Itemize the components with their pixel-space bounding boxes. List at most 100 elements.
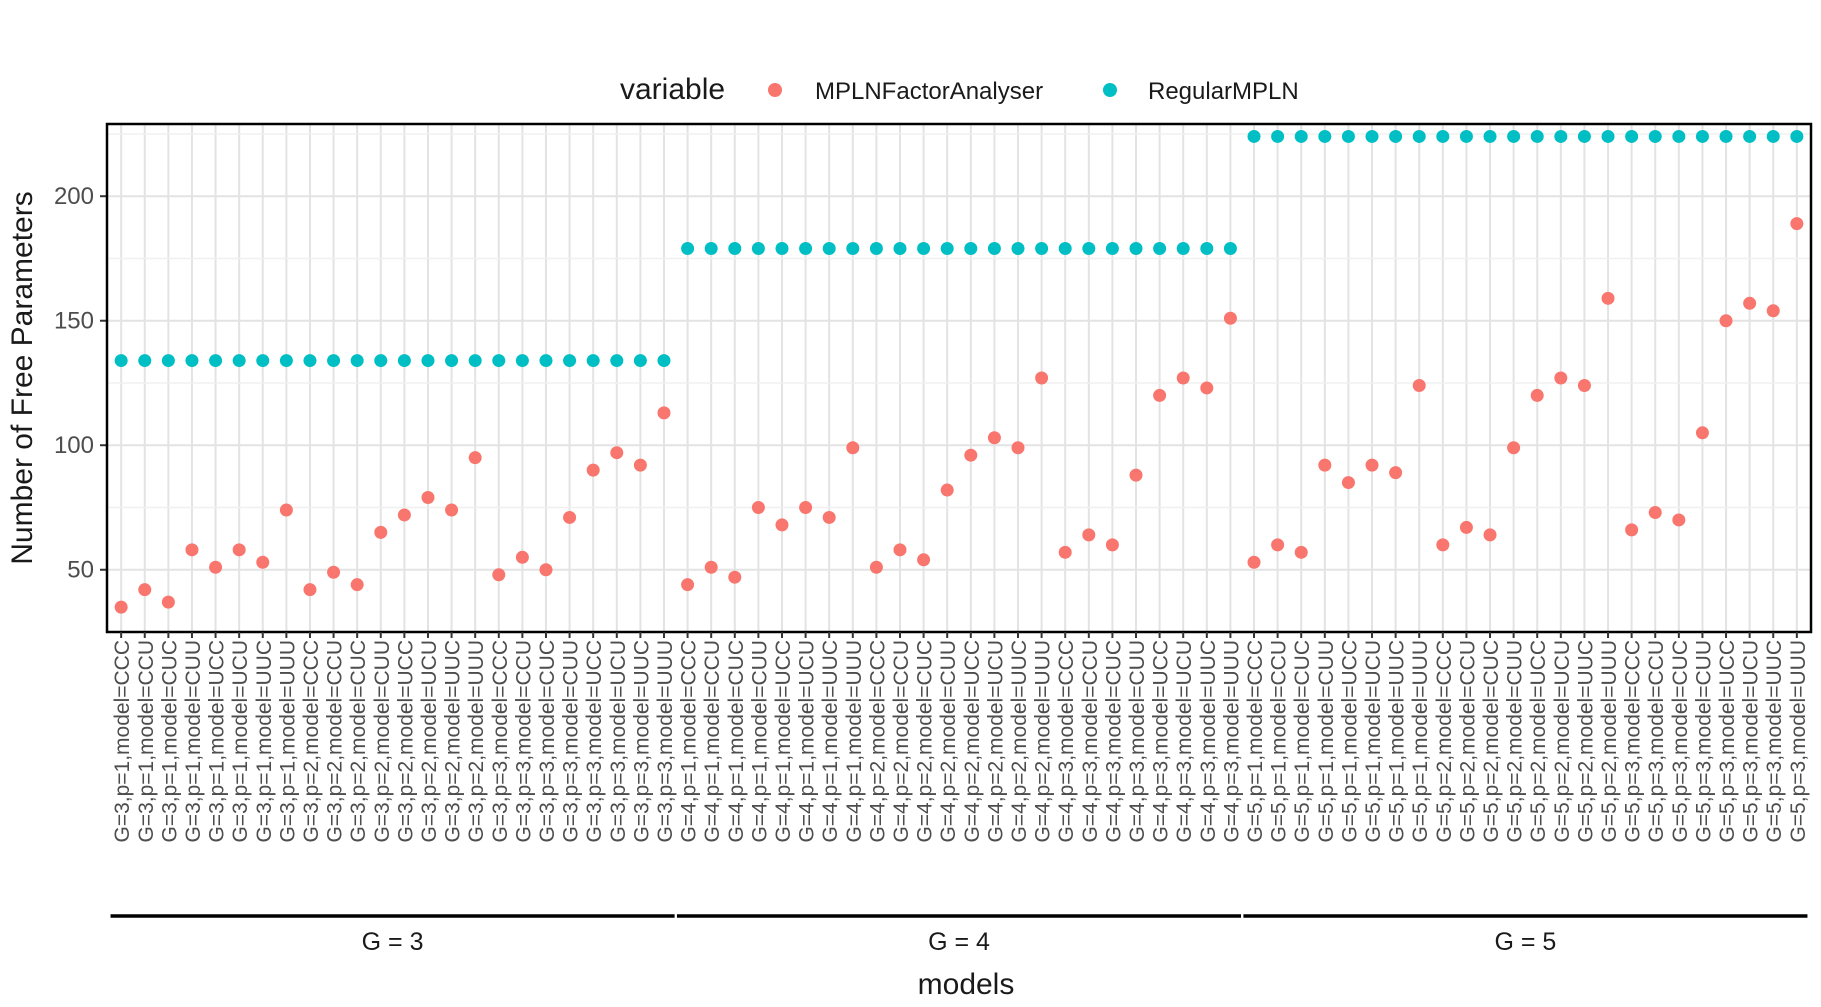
point-mplnfactoranalyser [1318, 458, 1332, 472]
point-mplnfactoranalyser [1672, 513, 1686, 527]
x-tick-label: G=4,p=2,model=UUC [1008, 640, 1031, 843]
point-mplnfactoranalyser [1601, 291, 1615, 305]
x-tick-label: G=4,p=2,model=UCU [984, 640, 1007, 843]
point-regularmpln [279, 354, 293, 368]
point-regularmpln [987, 242, 1001, 256]
y-tick-label: 100 [54, 432, 94, 459]
point-mplnfactoranalyser [1341, 476, 1355, 490]
x-tick-label: G=5,p=2,model=UUC [1574, 640, 1597, 843]
point-regularmpln [799, 242, 813, 256]
point-regularmpln [1530, 129, 1544, 143]
point-mplnfactoranalyser [1082, 528, 1096, 542]
point-mplnfactoranalyser [445, 503, 459, 517]
point-regularmpln [209, 354, 223, 368]
point-mplnfactoranalyser [1389, 466, 1403, 480]
point-regularmpln [161, 354, 175, 368]
point-mplnfactoranalyser [232, 543, 246, 557]
point-regularmpln [869, 242, 883, 256]
point-mplnfactoranalyser [350, 578, 364, 592]
group-label: G = 3 [362, 928, 424, 956]
point-regularmpln [1672, 129, 1686, 143]
point-mplnfactoranalyser [681, 578, 695, 592]
x-tick-label: G=5,p=1,model=UUU [1409, 640, 1432, 843]
x-tick-label: G=5,p=3,model=UCC [1716, 640, 1739, 843]
x-tick-label: G=5,p=2,model=UCC [1527, 640, 1550, 843]
x-tick-label: G=4,p=2,model=CUC [914, 640, 937, 843]
point-mplnfactoranalyser [374, 525, 388, 539]
plot-panel-border [105, 122, 1813, 634]
x-tick-label: G=4,p=1,model=UUC [819, 640, 842, 843]
point-mplnfactoranalyser [161, 595, 175, 609]
point-mplnfactoranalyser [728, 570, 742, 584]
point-regularmpln [633, 354, 647, 368]
point-mplnfactoranalyser [869, 560, 883, 574]
point-regularmpln [1743, 129, 1757, 143]
point-mplnfactoranalyser [209, 560, 223, 574]
point-regularmpln [704, 242, 718, 256]
x-tick-label: G=3,p=3,model=UUU [654, 640, 677, 843]
x-tick-label: G=3,p=1,model=CUU [182, 640, 205, 843]
point-mplnfactoranalyser [940, 483, 954, 497]
x-tick-label: G=5,p=1,model=CCU [1268, 640, 1291, 843]
point-mplnfactoranalyser [893, 543, 907, 557]
point-regularmpln [515, 354, 529, 368]
point-regularmpln [1082, 242, 1096, 256]
point-regularmpln [350, 354, 364, 368]
point-regularmpln [421, 354, 435, 368]
x-tick-label: G=5,p=1,model=CUC [1291, 640, 1314, 843]
point-mplnfactoranalyser [1554, 371, 1568, 385]
point-mplnfactoranalyser [327, 565, 341, 579]
legend-key-regularmpln [1103, 83, 1117, 97]
x-tick-label: G=4,p=1,model=UCU [796, 640, 819, 843]
point-regularmpln [1554, 129, 1568, 143]
group-label: G = 4 [928, 928, 990, 956]
point-regularmpln [114, 354, 128, 368]
x-tick-label: G=5,p=1,model=CUU [1315, 640, 1338, 843]
point-regularmpln [775, 242, 789, 256]
point-regularmpln [1412, 129, 1426, 143]
x-tick-label: G=3,p=1,model=CCU [135, 640, 158, 843]
point-mplnfactoranalyser [421, 491, 435, 505]
x-tick-label: G=3,p=2,model=UCU [418, 640, 441, 843]
point-mplnfactoranalyser [1223, 311, 1237, 325]
point-regularmpln [303, 354, 317, 368]
point-mplnfactoranalyser [185, 543, 199, 557]
x-tick-label: G=3,p=2,model=UUC [442, 640, 465, 843]
point-regularmpln [1294, 129, 1308, 143]
point-regularmpln [1318, 129, 1332, 143]
legend-label-mplnfactoranalyser: MPLNFactorAnalyser [815, 78, 1043, 105]
point-regularmpln [492, 354, 506, 368]
x-tick-label: G=4,p=1,model=CUU [748, 640, 771, 843]
point-mplnfactoranalyser [1035, 371, 1049, 385]
point-regularmpln [1695, 129, 1709, 143]
point-regularmpln [1129, 242, 1143, 256]
x-tick-label: G=5,p=2,model=CCC [1433, 640, 1456, 843]
x-tick-label: G=4,p=2,model=CCC [866, 640, 889, 843]
point-mplnfactoranalyser [515, 550, 529, 564]
point-mplnfactoranalyser [1483, 528, 1497, 542]
point-mplnfactoranalyser [1695, 426, 1709, 440]
point-mplnfactoranalyser [256, 555, 270, 569]
point-mplnfactoranalyser [1412, 378, 1426, 392]
point-mplnfactoranalyser [1719, 314, 1733, 328]
x-tick-label: G=3,p=1,model=CCC [111, 640, 134, 843]
point-regularmpln [256, 354, 270, 368]
x-tick-label: G=5,p=3,model=UUC [1763, 640, 1786, 843]
x-tick-label: G=3,p=3,model=CCU [512, 640, 535, 843]
x-tick-label: G=3,p=1,model=UUC [253, 640, 276, 843]
point-mplnfactoranalyser [751, 500, 765, 514]
point-regularmpln [1483, 129, 1497, 143]
point-regularmpln [1011, 242, 1025, 256]
point-mplnfactoranalyser [1294, 545, 1308, 559]
point-mplnfactoranalyser [468, 451, 482, 465]
point-mplnfactoranalyser [987, 431, 1001, 445]
point-mplnfactoranalyser [586, 463, 600, 477]
x-tick-label: G=4,p=3,model=CCC [1055, 640, 1078, 843]
x-tick-label: G=4,p=3,model=CUU [1126, 640, 1149, 843]
point-mplnfactoranalyser [964, 448, 978, 462]
point-mplnfactoranalyser [1153, 388, 1167, 402]
point-mplnfactoranalyser [1790, 217, 1804, 231]
point-mplnfactoranalyser [1459, 520, 1473, 534]
point-regularmpln [751, 242, 765, 256]
